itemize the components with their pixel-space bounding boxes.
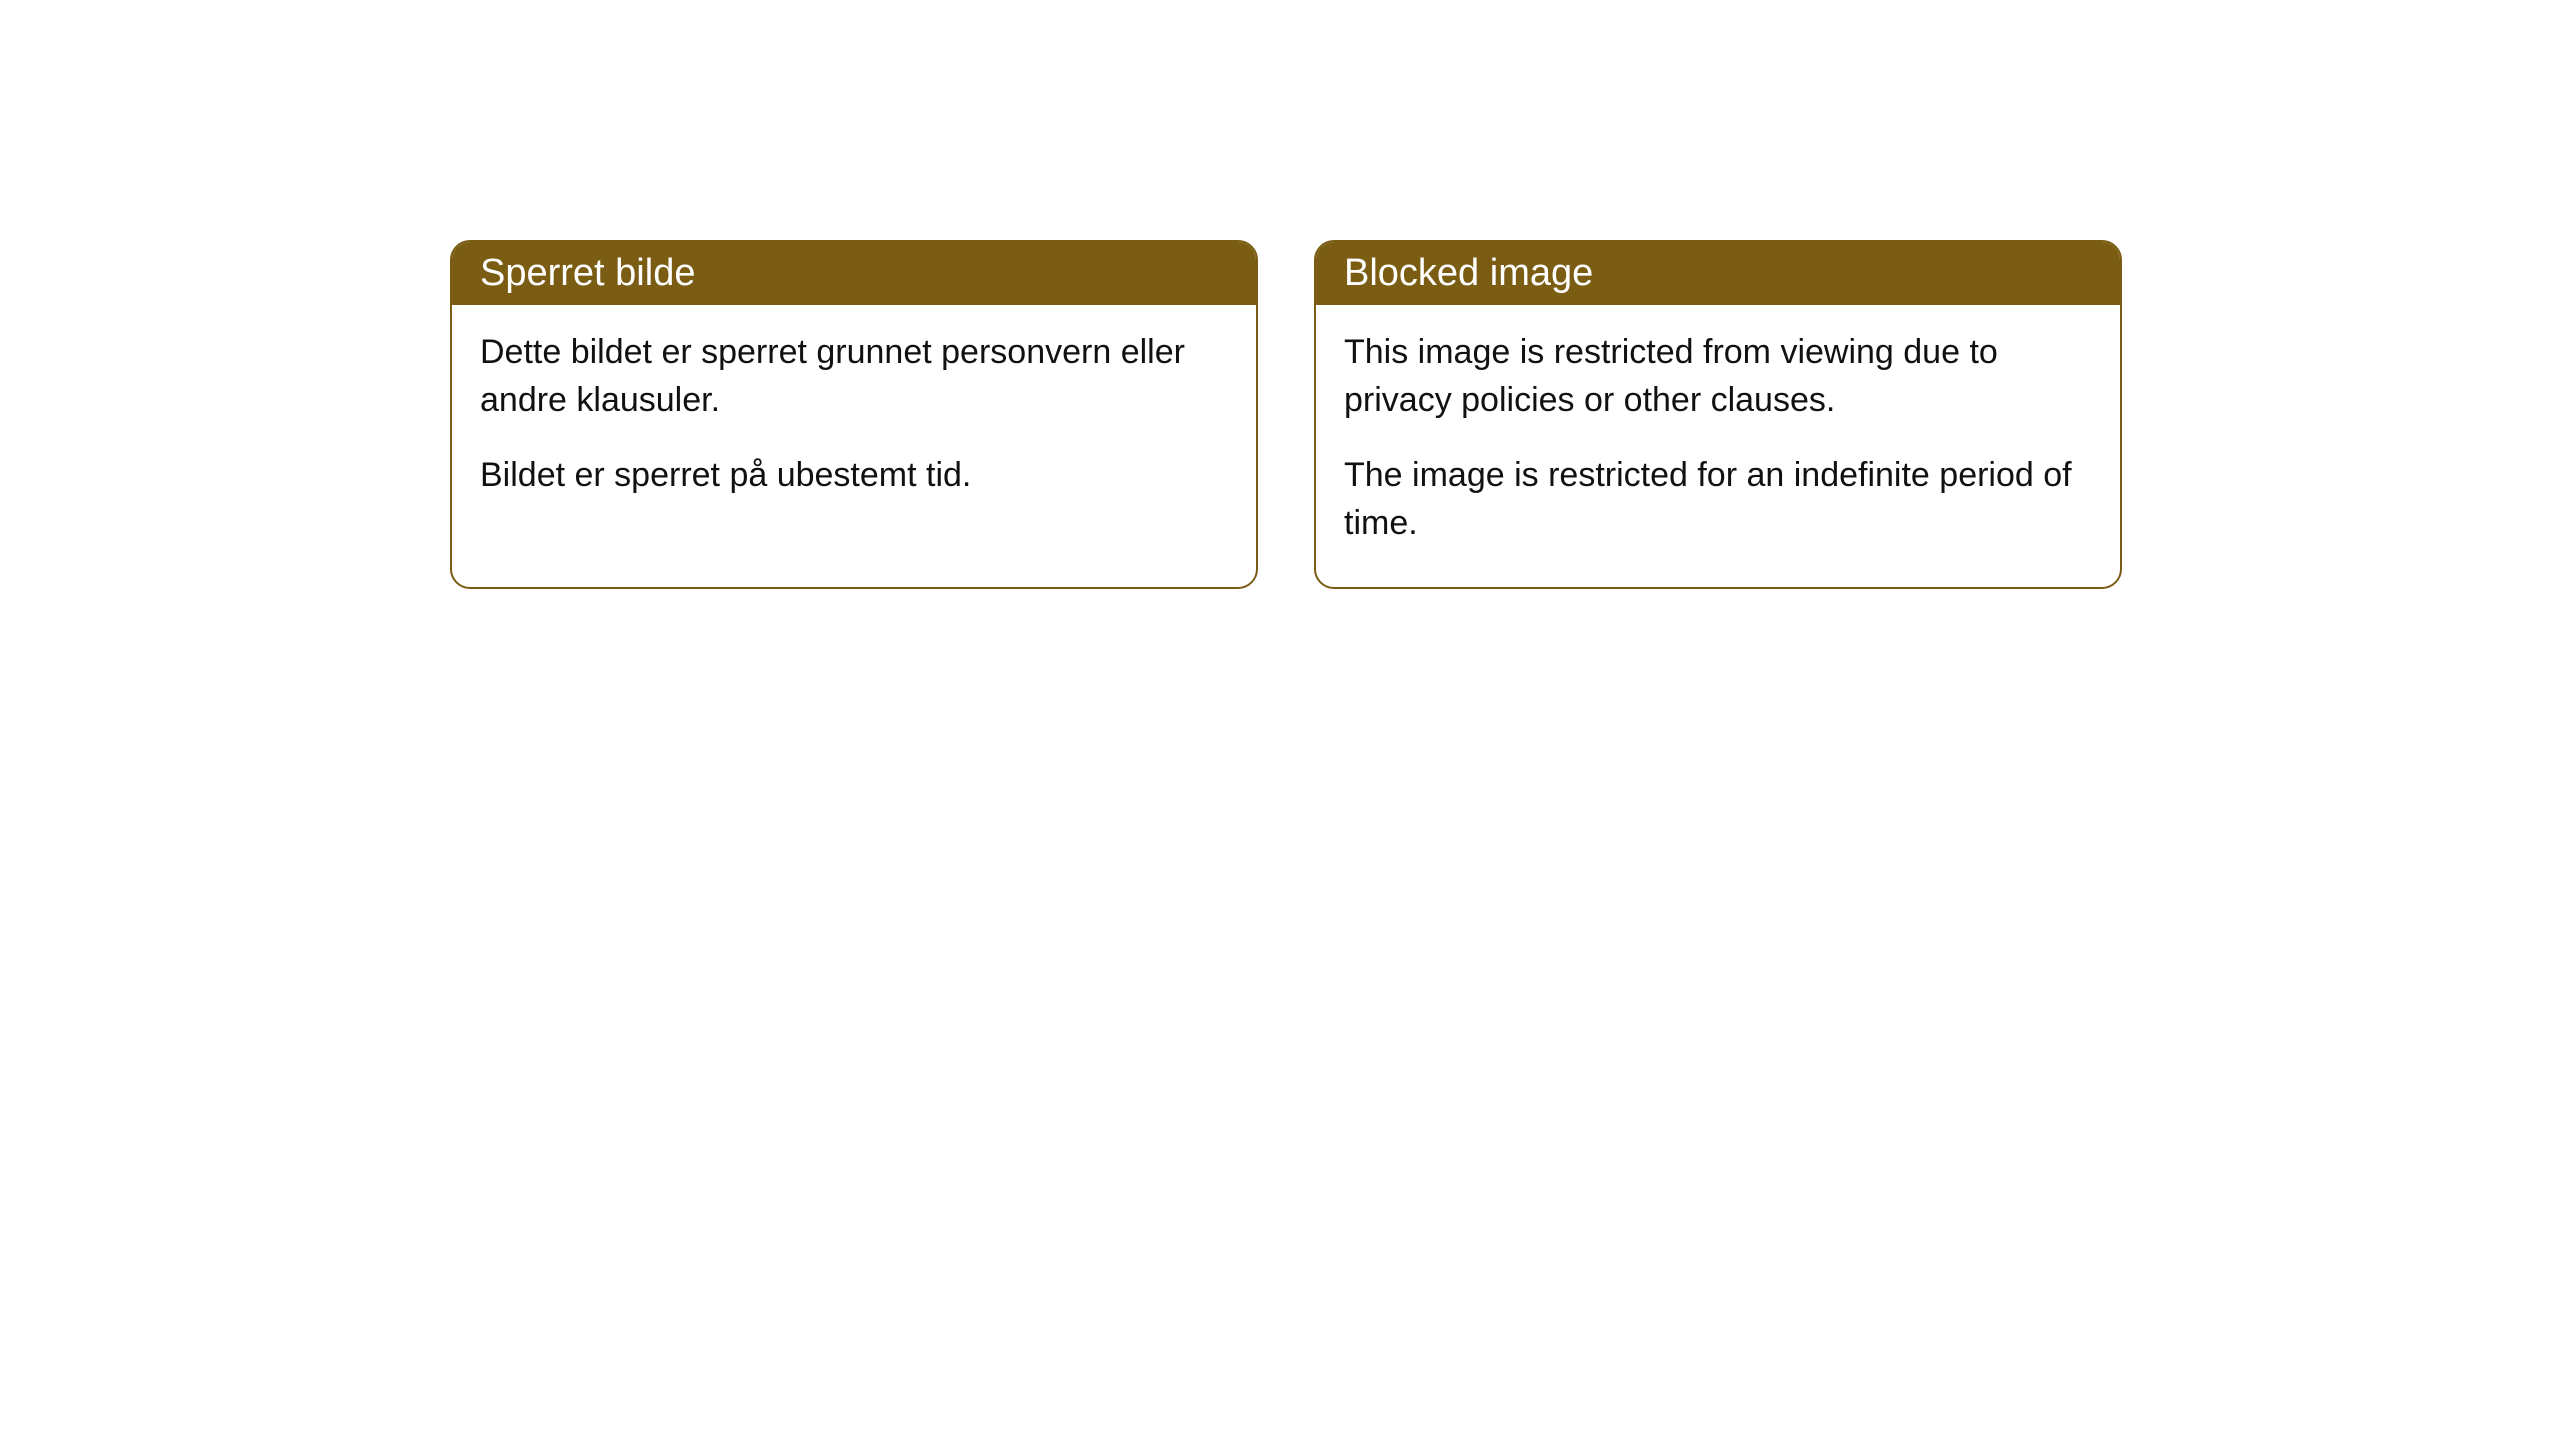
card-paragraph: This image is restricted from viewing du… [1344,329,2092,424]
card-header-english: Blocked image [1316,242,2120,305]
notice-card-english: Blocked image This image is restricted f… [1314,240,2122,589]
card-title: Sperret bilde [480,252,695,294]
notice-card-norwegian: Sperret bilde Dette bildet er sperret gr… [450,240,1258,589]
card-header-norwegian: Sperret bilde [452,242,1256,305]
card-body-english: This image is restricted from viewing du… [1316,305,2120,587]
card-title: Blocked image [1344,252,1593,294]
card-paragraph: The image is restricted for an indefinit… [1344,452,2092,547]
card-paragraph: Bildet er sperret på ubestemt tid. [480,452,1228,500]
card-paragraph: Dette bildet er sperret grunnet personve… [480,329,1228,424]
card-body-norwegian: Dette bildet er sperret grunnet personve… [452,305,1256,540]
notice-cards-container: Sperret bilde Dette bildet er sperret gr… [0,0,2560,589]
